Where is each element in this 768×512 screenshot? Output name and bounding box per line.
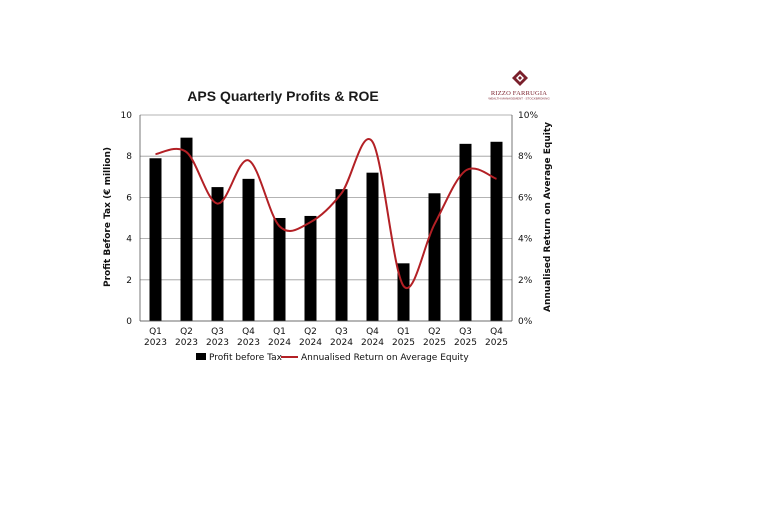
x-tick-label: Q1 2023 [144, 327, 167, 348]
y-tick-label: 2 [126, 276, 132, 286]
y-tick-label: 6 [126, 193, 132, 203]
line-series [155, 138, 497, 290]
x-tick-label: Q2 2025 [423, 327, 446, 348]
bar [180, 137, 193, 321]
y-tick-label: 0 [126, 317, 132, 327]
axes: 0 2 4 6 8 10 0% 2% 4% 6% 8% 10% Q1 2023 Q2 2023 Q3 2023 Q4… [121, 111, 539, 348]
logo-tagline: WEALTH MANAGEMENT · STOCKBROKING [488, 97, 550, 101]
x-tick-label: Q3 2023 [206, 327, 229, 348]
x-tick-label: Q1 2025 [392, 327, 415, 348]
legend-label-profit: Profit before Tax [209, 353, 283, 363]
y2-tick-label: 10% [518, 111, 538, 121]
gridlines [140, 114, 512, 322]
x-tick-label: Q4 2025 [485, 327, 508, 348]
bar [242, 178, 255, 321]
bar [211, 187, 224, 321]
bar [490, 141, 503, 321]
x-tick-label: Q4 2023 [237, 327, 260, 348]
y-tick-label: 8 [126, 152, 132, 162]
chart-title: APS Quarterly Profits & ROE [187, 88, 378, 104]
roe-line [155, 138, 497, 290]
bar [459, 143, 472, 321]
x-tick-label: Q3 2025 [454, 327, 477, 348]
y2-tick-label: 0% [518, 317, 533, 327]
legend-bar-swatch [196, 353, 206, 360]
bar [335, 189, 348, 321]
x-tick-label: Q2 2024 [299, 327, 322, 348]
y2-tick-label: 6% [518, 193, 533, 203]
bar-series [149, 137, 503, 321]
bar [273, 218, 286, 321]
y2-tick-label: 2% [518, 276, 533, 286]
logo-name: RIZZO FARRUGIA [491, 90, 547, 97]
rizzo-farrugia-logo: RIZZO FARRUGIA WEALTH MANAGEMENT · STOCK… [488, 70, 550, 101]
bar [366, 172, 379, 321]
x-tick-label: Q2 2023 [175, 327, 198, 348]
y-tick-label: 10 [121, 111, 133, 121]
x-tick-label: Q4 2024 [361, 327, 384, 348]
y-axis-title: Profit Before Tax (€ million) [103, 147, 113, 287]
legend-label-roe: Annualised Return on Average Equity [301, 353, 469, 363]
bar [304, 215, 317, 321]
y2-tick-label: 4% [518, 235, 533, 245]
y2-tick-label: 8% [518, 152, 533, 162]
x-tick-label: Q1 2024 [268, 327, 291, 348]
bar [149, 158, 162, 321]
y2-axis-title: Annualised Return on Average Equity [543, 122, 553, 312]
y-tick-label: 4 [126, 235, 132, 245]
x-tick-label: Q3 2024 [330, 327, 353, 348]
bar [428, 193, 441, 321]
legend: Profit before Tax Annualised Return on A… [196, 353, 469, 363]
